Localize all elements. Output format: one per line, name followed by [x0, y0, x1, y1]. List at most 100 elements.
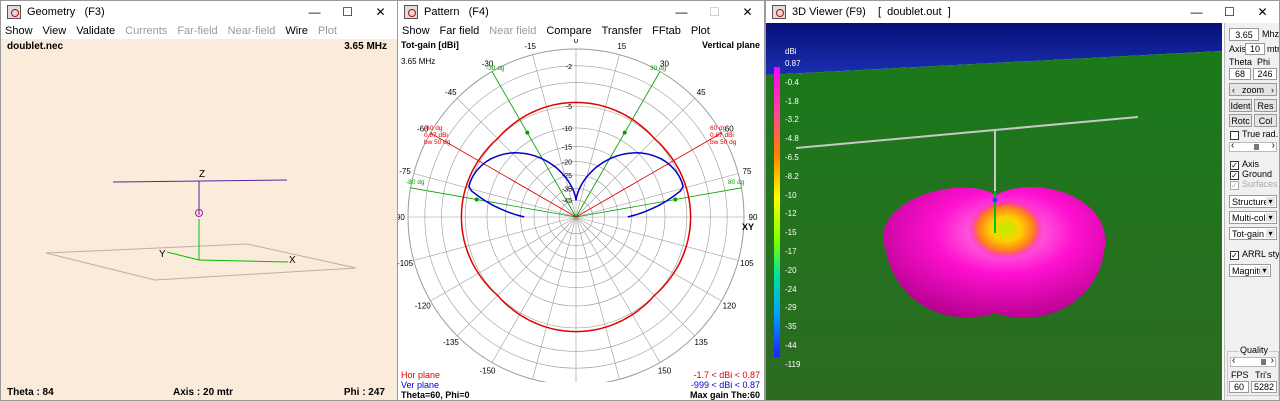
pattern-menu-near-field[interactable]: Near field — [489, 25, 537, 37]
pattern-menu-compare[interactable]: Compare — [546, 25, 592, 37]
beamwidth-guide-line — [491, 71, 577, 218]
pattern-menu-far-field[interactable]: Far field — [439, 25, 480, 37]
theta-input[interactable]: 68 — [1229, 68, 1251, 80]
frequency-input[interactable]: 3.65 — [1229, 28, 1259, 41]
geometry-menubar: Show View Validate Currents Far-field Near-fi… — [1, 23, 397, 39]
geometry-menu-validate[interactable]: Validate — [76, 25, 116, 37]
arrl-style-label: ARRL style — [1242, 249, 1280, 259]
geometry-title: Geometry (F3) — [27, 6, 105, 18]
close-icon[interactable]: ✕ — [1257, 5, 1268, 19]
polar-grid-spoke — [575, 54, 620, 218]
close-icon[interactable]: ✕ — [742, 5, 753, 19]
right-max-gain-annotation: 0.87 dBi — [710, 132, 734, 139]
geometry-titlebar[interactable]: Geometry (F3) — ☐ ✕ — [1, 1, 397, 23]
geometry-menu-near-field[interactable]: Near-field — [227, 25, 276, 37]
feed-source-marker — [195, 209, 203, 217]
geometry-menu-wire[interactable]: Wire — [285, 25, 308, 37]
zoom-in-icon[interactable]: › — [1271, 84, 1274, 95]
xy-plane-label: XY — [742, 222, 754, 232]
close-icon[interactable]: ✕ — [375, 5, 386, 19]
magnitude-dropdown[interactable]: Magnitu — [1229, 264, 1271, 277]
ground-checkbox[interactable]: ✓ — [1230, 171, 1239, 180]
polar-grid-spoke — [491, 216, 577, 363]
pattern-canvas[interactable]: 0 15 -15 30 -30 45 -45 60 -60 75 -75 90 -90 105 -105 12… — [398, 39, 764, 400]
rotc-button[interactable]: Rotc — [1229, 114, 1252, 127]
geometry-menu-currents[interactable]: Currents — [125, 25, 168, 37]
zoom-out-icon[interactable]: ‹ — [1232, 84, 1235, 95]
pattern-menu-show[interactable]: Show — [402, 25, 430, 37]
scale-tick-label: -17 — [785, 247, 797, 256]
maximize-icon[interactable]: ☐ — [1224, 5, 1235, 19]
scale-tick-label: -20 — [785, 265, 797, 275]
axis-x-label: X — [289, 255, 296, 266]
geometry-canvas[interactable]: doublet.nec 3.65 MHz Z Y X Theta : 84 Ax… — [1, 39, 397, 400]
polar-grid-spoke — [532, 216, 577, 380]
beamwidth-guide-line — [410, 187, 577, 218]
slider-knob[interactable] — [1254, 144, 1259, 150]
scale-tick-label: -8.2 — [785, 171, 799, 181]
minimize-icon[interactable]: — — [308, 5, 321, 19]
pattern-menu-fftab[interactable]: FFtab — [652, 25, 681, 37]
res-button[interactable]: Res — [1254, 99, 1277, 112]
true-rad-slider[interactable] — [1229, 140, 1277, 152]
maximize-icon[interactable]: ☐ — [342, 5, 353, 19]
beamwidth-point — [474, 197, 479, 202]
viewer3d-scene — [766, 23, 1222, 400]
polar-angle-label: -135 — [443, 338, 460, 347]
app-icon — [7, 5, 21, 19]
scale-tick-label: -24 — [785, 284, 797, 294]
polar-grid-spoke — [575, 216, 739, 261]
pattern-window: Pattern (F4) — ☐ ✕ Show Far field Near fie… — [397, 0, 765, 401]
true-rad-checkbox[interactable] — [1230, 131, 1239, 140]
surfaces-checkbox[interactable]: ✓ — [1230, 181, 1239, 190]
polar-grid-spoke — [575, 97, 696, 218]
polar-grid-spoke — [575, 173, 739, 218]
axis-size-input[interactable]: 10 — [1245, 43, 1265, 55]
gain-color-scale — [774, 67, 780, 357]
pattern-menubar: Show Far field Near field Compare Transfer FF… — [398, 23, 764, 39]
col-button[interactable]: Col — [1254, 114, 1277, 127]
maximize-icon[interactable]: ☐ — [709, 5, 720, 19]
pattern-menu-transfer[interactable]: Transfer — [601, 25, 643, 37]
pattern-plane-label: Vertical plane — [701, 40, 760, 50]
zoom-label: zoom — [1241, 84, 1264, 95]
fps-label: FPS — [1231, 370, 1249, 380]
polar-grid-spoke — [413, 173, 577, 218]
phi-input[interactable]: 246 — [1253, 68, 1277, 80]
viewer3d-canvas[interactable]: dBi 0.87 -0.4 -1.8 -3.2 -4.8 -6.5 -8.2 -10 -12 -1… — [766, 23, 1222, 400]
polar-angle-label: 135 — [694, 338, 708, 347]
polar-angle-label: 90 — [749, 213, 758, 222]
viewer3d-window: 3D Viewer (F9) [ doublet.out ] — ☐ ✕ — [765, 0, 1280, 401]
color-mode-dropdown[interactable]: Multi-colo — [1229, 211, 1277, 224]
polar-grid-spoke — [575, 216, 620, 380]
polar-grid-spoke — [575, 216, 661, 363]
axis-checkbox[interactable]: ✓ — [1230, 161, 1239, 170]
y-axis-line — [166, 251, 200, 261]
pattern-menu-plot[interactable]: Plot — [690, 25, 710, 37]
gain-type-dropdown[interactable]: Tot-gain — [1229, 227, 1277, 240]
geometry-menu-plot[interactable]: Plot — [317, 25, 337, 37]
app-icon — [772, 5, 786, 19]
slider-knob[interactable] — [1261, 359, 1266, 365]
pattern-footer-angles: Theta=60, Phi=0 — [401, 390, 470, 400]
arrl-style-checkbox[interactable]: ✓ — [1230, 251, 1239, 260]
geometry-menu-far-field[interactable]: Far-field — [177, 25, 218, 37]
quality-slider[interactable] — [1230, 355, 1276, 367]
polar-angle-label: -60 — [417, 125, 429, 134]
minimize-icon[interactable]: — — [675, 5, 688, 19]
geometry-menu-view[interactable]: View — [42, 25, 67, 37]
polar-angle-label: 45 — [697, 88, 706, 97]
polar-angle-label: -120 — [415, 302, 432, 311]
minimize-icon[interactable]: — — [1190, 5, 1203, 19]
zoom-control[interactable]: ‹ zoom › — [1229, 83, 1277, 96]
scale-tick-label: -15 — [785, 228, 797, 238]
viewer3d-control-panel: 3.65 Mhz Axis 10 mtr Theta Phi 68 246 ‹ … — [1224, 23, 1280, 400]
structure-dropdown[interactable]: Structure — [1229, 195, 1277, 208]
scale-tick-label: 0.87 — [785, 59, 801, 68]
geometry-menu-show[interactable]: Show — [5, 25, 33, 37]
viewer3d-titlebar[interactable]: 3D Viewer (F9) [ doublet.out ] — ☐ ✕ — [766, 1, 1279, 23]
pattern-titlebar[interactable]: Pattern (F4) — ☐ ✕ — [398, 1, 764, 23]
ident-button[interactable]: Ident — [1229, 99, 1252, 112]
axis-z-label: Z — [199, 169, 206, 180]
quality-label: Quality — [1239, 345, 1270, 355]
